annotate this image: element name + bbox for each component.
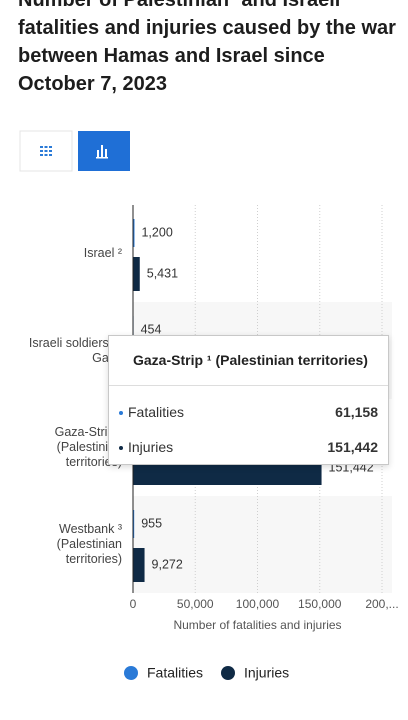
tooltip-row: Fatalities 61,158: [119, 404, 378, 420]
x-tick-label: 150,000: [298, 597, 342, 611]
legend-label: Fatalities: [147, 665, 203, 681]
chart-view-button[interactable]: [78, 131, 130, 171]
chart-title: Number of Palestinian¹ and Israeli² fata…: [18, 0, 396, 95]
x-tick-label: 50,000: [177, 597, 214, 611]
data-label: 9,272: [152, 557, 183, 571]
bar: [133, 510, 135, 538]
table-icon: [40, 146, 52, 156]
x-tick-label: 200,...: [365, 597, 398, 611]
category-text: Israel ²: [83, 246, 122, 260]
bar: [133, 257, 140, 291]
tooltip: Gaza-Strip ¹ (Palestinian territories) F…: [108, 335, 389, 465]
band-shade: [133, 496, 392, 593]
y-tick-label: Gaza-Strip ¹ (Palestinian territories): [0, 399, 122, 496]
tooltip-value: 151,442: [327, 439, 378, 455]
tooltip-separator: [109, 385, 388, 386]
legend-swatch: [124, 666, 138, 680]
tooltip-value: 61,158: [335, 404, 378, 420]
data-label: 5,431: [147, 266, 178, 280]
tooltip-title: Gaza-Strip ¹ (Palestinian territories): [133, 352, 368, 368]
bar: [133, 219, 135, 247]
y-tick-label: Westbank ³ (Palestinian territories): [0, 496, 122, 593]
category-text: Westbank ³ (Palestinian territories): [56, 522, 122, 566]
tooltip-series: Fatalities: [128, 404, 185, 420]
tooltip-series: Injuries: [128, 439, 174, 455]
bar: [133, 548, 145, 582]
y-tick-label: Israeli soldiers in Gaza: [0, 302, 122, 399]
data-label: 1,200: [141, 225, 172, 239]
tooltip-bullet: [119, 446, 123, 451]
tooltip-row: Injuries 151,442: [119, 439, 378, 455]
data-label: 955: [141, 516, 162, 530]
x-tick-label: 0: [130, 597, 137, 611]
x-tick-label: 100,000: [236, 597, 280, 611]
x-axis-title: Number of fatalities and injuries: [173, 618, 341, 632]
legend-swatch: [221, 666, 235, 680]
y-tick-label: Israel ²: [0, 205, 122, 302]
category-text: Israeli soldiers in Gaza: [28, 335, 122, 365]
category-text: Gaza-Strip ¹ (Palestinian territories): [54, 425, 122, 469]
tooltip-bullet: [119, 411, 123, 416]
legend-label: Injuries: [244, 665, 289, 681]
chart-icon: [96, 145, 108, 159]
data-label: 454: [141, 322, 162, 336]
